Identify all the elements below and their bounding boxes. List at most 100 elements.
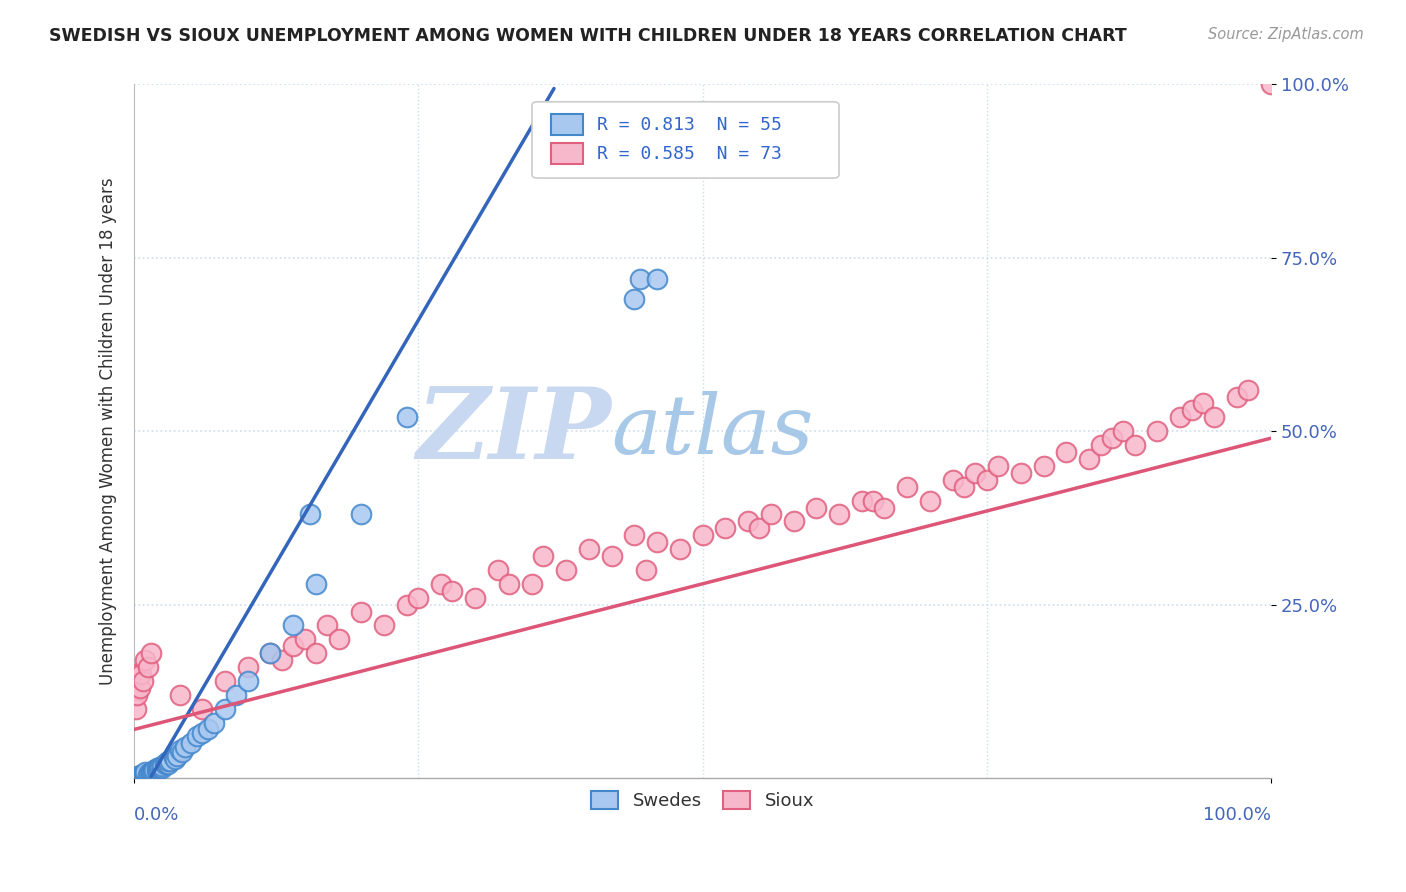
Point xyxy=(628,271,651,285)
Point xyxy=(152,758,174,772)
Point xyxy=(299,508,322,522)
Point xyxy=(141,765,163,780)
Point xyxy=(1010,466,1032,480)
Legend: Swedes, Sioux: Swedes, Sioux xyxy=(583,784,821,818)
Point xyxy=(122,770,145,784)
Point xyxy=(143,763,166,777)
Point xyxy=(139,646,162,660)
Point xyxy=(134,765,156,780)
Point xyxy=(138,766,160,780)
Point xyxy=(259,646,281,660)
Point xyxy=(152,761,174,775)
Point xyxy=(692,528,714,542)
Point xyxy=(125,701,148,715)
Point xyxy=(851,493,873,508)
Point xyxy=(294,632,316,647)
Point xyxy=(129,667,152,681)
Point xyxy=(236,673,259,688)
Point xyxy=(157,754,180,768)
Point xyxy=(270,653,292,667)
Point xyxy=(862,493,884,508)
Point xyxy=(373,618,395,632)
Point xyxy=(155,756,177,770)
Point xyxy=(953,480,976,494)
Point xyxy=(873,500,896,515)
Point xyxy=(395,598,418,612)
Point xyxy=(441,583,464,598)
Point xyxy=(129,770,152,784)
Point xyxy=(965,466,987,480)
Point xyxy=(1146,424,1168,438)
Point xyxy=(918,493,941,508)
Point xyxy=(166,748,188,763)
Point xyxy=(170,745,193,759)
Point xyxy=(634,563,657,577)
Point xyxy=(142,764,165,778)
Point xyxy=(197,723,219,737)
Point xyxy=(131,769,153,783)
Point xyxy=(132,768,155,782)
Point xyxy=(645,271,668,285)
Point xyxy=(645,535,668,549)
Point xyxy=(180,736,202,750)
Point xyxy=(782,515,804,529)
Point xyxy=(600,549,623,563)
Point xyxy=(128,770,150,784)
Point xyxy=(1123,438,1146,452)
Point xyxy=(1090,438,1112,452)
Point xyxy=(759,508,782,522)
Point xyxy=(669,542,692,557)
Point xyxy=(122,667,145,681)
Point xyxy=(408,591,430,605)
Point xyxy=(186,730,208,744)
Point xyxy=(139,767,162,781)
Point xyxy=(169,743,191,757)
Point xyxy=(122,688,145,702)
Point xyxy=(1112,424,1135,438)
Point xyxy=(134,767,156,781)
Text: 0.0%: 0.0% xyxy=(134,805,180,823)
Point xyxy=(623,528,645,542)
Point xyxy=(122,771,145,785)
Point xyxy=(1204,410,1226,425)
Point xyxy=(1078,452,1101,467)
Point xyxy=(464,591,486,605)
Point xyxy=(159,755,181,769)
Point xyxy=(146,762,169,776)
Point xyxy=(149,760,172,774)
Point xyxy=(139,764,162,779)
Point xyxy=(283,639,305,653)
Point xyxy=(136,767,159,781)
Point xyxy=(134,768,156,782)
FancyBboxPatch shape xyxy=(551,144,583,164)
Point xyxy=(214,701,236,715)
Point xyxy=(828,508,851,522)
Point xyxy=(328,632,350,647)
Text: 100.0%: 100.0% xyxy=(1204,805,1271,823)
Point xyxy=(127,688,149,702)
Point xyxy=(976,473,998,487)
Point xyxy=(122,771,145,785)
Point xyxy=(714,521,737,535)
Point xyxy=(148,761,170,775)
Point xyxy=(486,563,509,577)
Text: SWEDISH VS SIOUX UNEMPLOYMENT AMONG WOMEN WITH CHILDREN UNDER 18 YEARS CORRELATI: SWEDISH VS SIOUX UNEMPLOYMENT AMONG WOME… xyxy=(49,27,1128,45)
Point xyxy=(1032,458,1054,473)
Point xyxy=(531,549,554,563)
Point xyxy=(259,646,281,660)
Point xyxy=(1237,383,1260,397)
Point xyxy=(1054,445,1077,459)
Point xyxy=(430,576,453,591)
Point xyxy=(1192,396,1215,410)
Point xyxy=(1180,403,1202,417)
Point xyxy=(134,767,156,781)
Text: R = 0.813  N = 55: R = 0.813 N = 55 xyxy=(596,116,782,134)
Point xyxy=(316,618,339,632)
Point xyxy=(395,410,418,425)
Point xyxy=(737,515,759,529)
Point xyxy=(806,500,828,515)
Point xyxy=(1226,390,1249,404)
Point xyxy=(122,771,145,785)
Point xyxy=(191,726,214,740)
Point xyxy=(163,751,186,765)
